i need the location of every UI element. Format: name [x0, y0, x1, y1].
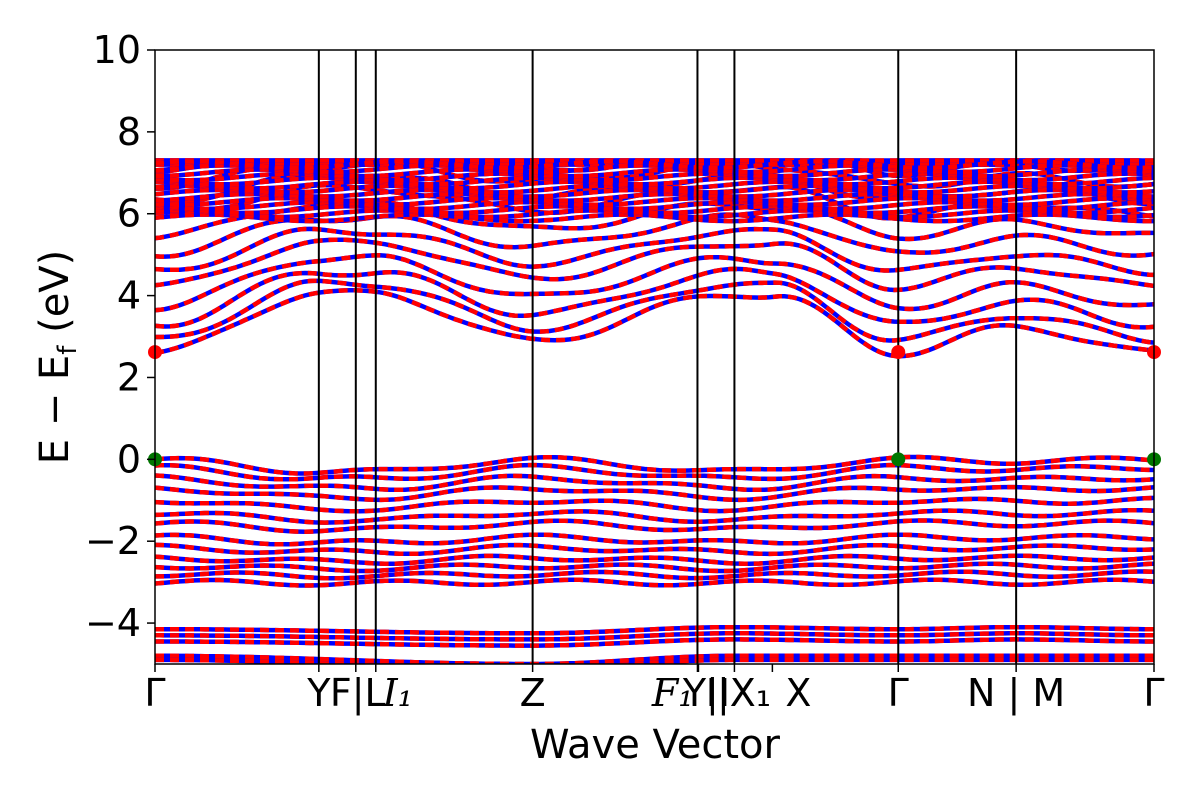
band-line-spin-up — [155, 561, 1154, 574]
x-kpoint-label: Z — [520, 671, 546, 715]
y-axis-title-main: E − E — [32, 355, 78, 465]
plot-frame — [154, 49, 1155, 665]
band-line-spin-up — [155, 624, 1154, 636]
y-axis-title: E − Ef (eV) — [32, 250, 83, 465]
x-kpoint-label: X — [785, 671, 811, 715]
band-line-spin-up — [155, 278, 1154, 345]
y-tick-label: 2 — [117, 355, 141, 399]
band-line-spin-up — [155, 637, 1154, 648]
y-axis-ticks: −4 −2 0 2 4 6 8 10 — [85, 28, 155, 645]
vbm-marker — [891, 452, 906, 467]
band-lines — [155, 158, 1154, 664]
band-line-spin-up — [155, 226, 1154, 278]
cbm-marker — [891, 345, 906, 360]
band-line-spin-up — [155, 553, 1154, 566]
band-line-spin-up — [155, 288, 1154, 359]
x-kpoint-label: F|L — [330, 671, 386, 716]
band-line-spin-up — [155, 237, 1154, 293]
x-kpoint-label: F₁ — [651, 671, 694, 715]
x-axis-title: Wave Vector — [530, 722, 781, 768]
band-line-spin-up — [155, 577, 1154, 588]
x-kpoint-label: I|X₁ — [706, 671, 771, 716]
x-kpoint-label: Γ — [1143, 671, 1164, 715]
band-line-spin-up — [155, 462, 1154, 482]
band-line-spin-up — [155, 204, 1154, 216]
y-tick-label: 0 — [117, 437, 141, 481]
y-tick-label: 4 — [117, 274, 141, 318]
x-kpoint-label: Y|I — [682, 671, 730, 716]
y-tick-label: 8 — [117, 110, 141, 154]
band-line-spin-up — [155, 653, 1154, 664]
conduction-bands — [155, 158, 1154, 359]
band-line-spin-up — [155, 191, 1154, 203]
band-line-spin-up — [155, 473, 1154, 493]
band-line-spin-up — [155, 569, 1154, 581]
x-axis-ticks: Γ Y F|LI₁ Z F₁Y|II|X₁ X Γ N | M Γ — [144, 664, 1165, 716]
band-line-spin-up — [155, 532, 1154, 547]
band-line-spin-up — [155, 507, 1154, 525]
band-edge-markers — [148, 345, 1161, 467]
band-line-spin-up — [155, 175, 1154, 187]
band-line-spin-up — [155, 266, 1154, 330]
band-line-spin-up — [155, 179, 1154, 191]
band-line-spin-up — [155, 198, 1154, 242]
y-tick-label: −2 — [85, 519, 141, 563]
band-line-spin-up — [155, 484, 1154, 503]
y-tick-label: −4 — [85, 601, 141, 645]
x-kpoint-label: Y — [306, 671, 331, 715]
x-kpoint-label: N | M — [967, 671, 1065, 716]
band-line-spin-up — [155, 253, 1154, 313]
valence-bands — [155, 454, 1154, 588]
y-tick-label: 10 — [93, 28, 141, 72]
y-axis-title-unit: (eV) — [32, 250, 78, 346]
band-line-spin-up — [155, 518, 1154, 534]
y-tick-label: 6 — [117, 192, 141, 236]
x-kpoint-label: Γ — [888, 671, 909, 715]
x-kpoint-label: Γ — [144, 671, 165, 715]
band-line-spin-up — [155, 159, 1154, 171]
x-kpoint-label: I₁ — [382, 671, 413, 715]
band-line-spin-up — [155, 495, 1154, 514]
band-line-spin-up — [155, 542, 1154, 557]
band-line-spin-up — [155, 454, 1154, 476]
deep-bands — [155, 624, 1154, 664]
band-line-spin-up — [155, 631, 1154, 642]
y-axis-title-sub: f — [53, 345, 83, 355]
